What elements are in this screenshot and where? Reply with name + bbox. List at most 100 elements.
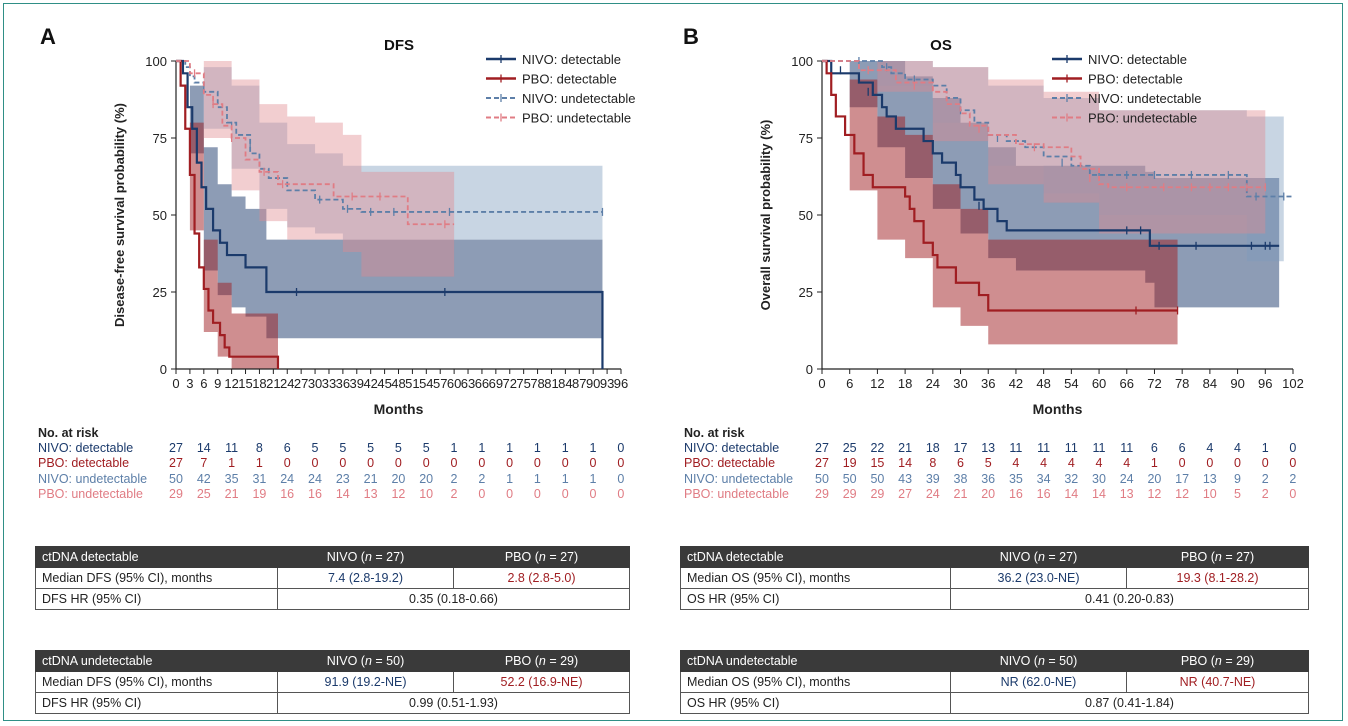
risk-count: 5 bbox=[367, 441, 375, 456]
risk-count: 1 bbox=[589, 471, 597, 486]
x-tick-label: 96 bbox=[614, 376, 628, 391]
legend-label-nivo-undetectable: NIVO: undetectable bbox=[1088, 91, 1201, 106]
dfs-detectable-table: ctDNA detectable NIVO (n = 27) PBO (n = … bbox=[35, 546, 630, 610]
risk-count: 2 bbox=[1289, 471, 1297, 486]
x-tick-label: 3 bbox=[186, 376, 193, 391]
risk-row-nivo-undetectable: NIVO: undetectable 50 42 35 31 24 24 23 21 20 20 2 2… bbox=[38, 472, 658, 487]
risk-count: 4 bbox=[1095, 456, 1103, 471]
risk-count: 9 bbox=[1234, 471, 1241, 486]
risk-count: 12 bbox=[391, 486, 406, 501]
risk-count: 11 bbox=[1037, 441, 1051, 456]
x-tick-label: 9 bbox=[214, 376, 221, 391]
legend-label-nivo-detectable: NIVO: detectable bbox=[1088, 52, 1187, 67]
risk-count: 36 bbox=[981, 471, 996, 486]
x-tick-label: 54 bbox=[419, 376, 433, 391]
row-label-median: Median DFS (95% CI), months bbox=[35, 671, 278, 693]
x-tick-label: 72 bbox=[1147, 376, 1161, 391]
risk-count: 20 bbox=[391, 471, 406, 486]
risk-count: 24 bbox=[1119, 471, 1134, 486]
row-label-median: Median OS (95% CI), months bbox=[680, 567, 951, 589]
risk-count: 2 bbox=[1261, 471, 1269, 486]
risk-count: 8 bbox=[255, 441, 263, 456]
risk-count: 24 bbox=[280, 471, 295, 486]
x-tick-label: 72 bbox=[503, 376, 517, 391]
x-tick-label: 48 bbox=[391, 376, 405, 391]
pbo-median: 52.2 (16.9-NE) bbox=[453, 671, 630, 693]
risk-count: 0 bbox=[283, 456, 291, 471]
x-tick-label: 78 bbox=[530, 376, 544, 391]
risk-count: 1 bbox=[478, 441, 486, 456]
risk-count: 0 bbox=[311, 456, 319, 471]
chart-title: OS bbox=[930, 37, 952, 54]
risk-count: 1 bbox=[533, 471, 541, 486]
row-label-hr: OS HR (95% CI) bbox=[680, 692, 951, 714]
risk-count: 0 bbox=[617, 441, 625, 456]
risk-count: 0 bbox=[617, 471, 625, 486]
risk-count: 50 bbox=[815, 471, 829, 486]
x-tick-label: 93 bbox=[600, 376, 614, 391]
risk-count: 43 bbox=[898, 471, 913, 486]
risk-row-pbo-detectable: PBO: detectable 27 7 1 1 0 0 0 0 0 0 0 0 0 0 0 0 0 bbox=[38, 456, 658, 471]
legend-label-pbo-undetectable: PBO: undetectable bbox=[522, 111, 631, 126]
risk-count: 0 bbox=[533, 486, 541, 501]
risk-count: 11 bbox=[1009, 441, 1023, 456]
risk-count: 14 bbox=[1092, 486, 1106, 501]
risk-row-label: NIVO: detectable bbox=[684, 441, 780, 456]
table-header-group: ctDNA undetectable bbox=[680, 650, 951, 672]
x-tick-label: 60 bbox=[447, 376, 461, 391]
x-tick-label: 45 bbox=[377, 376, 391, 391]
nivo-median: 7.4 (2.8-19.2) bbox=[277, 567, 454, 589]
km-line-pbo-detectable bbox=[176, 59, 280, 369]
ci-band-pbo-detectable bbox=[822, 61, 1178, 345]
x-tick-label: 36 bbox=[336, 376, 350, 391]
risk-count: 18 bbox=[925, 441, 940, 456]
risk-count: 14 bbox=[196, 441, 211, 456]
x-tick-label: 60 bbox=[1092, 376, 1106, 391]
table-header-pbo: PBO (n = 29) bbox=[1126, 650, 1309, 672]
y-tick-label: 100 bbox=[145, 54, 167, 69]
risk-count: 16 bbox=[308, 486, 322, 501]
nivo-median: 36.2 (23.0-NE) bbox=[950, 567, 1127, 589]
risk-count: 0 bbox=[339, 456, 347, 471]
risk-count: 20 bbox=[981, 486, 996, 501]
x-tick-label: 90 bbox=[1230, 376, 1244, 391]
table-header-pbo: PBO (n = 29) bbox=[453, 650, 630, 672]
ci-band-pbo-detectable bbox=[176, 61, 278, 369]
chart-title: DFS bbox=[384, 37, 414, 54]
table-header-nivo: NIVO (n = 27) bbox=[950, 546, 1127, 568]
risk-count: 0 bbox=[1289, 486, 1297, 501]
risk-count: 0 bbox=[589, 456, 597, 471]
risk-count: 15 bbox=[870, 456, 885, 471]
risk-count: 14 bbox=[1064, 486, 1079, 501]
table-header-group: ctDNA detectable bbox=[35, 546, 278, 568]
x-tick-label: 42 bbox=[1009, 376, 1023, 391]
risk-count: 12 bbox=[1147, 486, 1162, 501]
legend-label-pbo-detectable: PBO: detectable bbox=[1088, 72, 1183, 87]
risk-count: 27 bbox=[815, 456, 829, 471]
risk-count: 2 bbox=[1261, 486, 1269, 501]
risk-row-label: NIVO: detectable bbox=[38, 441, 134, 456]
risk-count: 0 bbox=[1261, 456, 1269, 471]
risk-count: 21 bbox=[363, 471, 378, 486]
risk-count: 38 bbox=[953, 471, 968, 486]
risk-count: 0 bbox=[478, 486, 486, 501]
risk-count: 25 bbox=[842, 441, 857, 456]
risk-count: 25 bbox=[196, 486, 211, 501]
ci-band-pbo-undetectable bbox=[176, 61, 455, 277]
x-tick-label: 63 bbox=[461, 376, 475, 391]
risk-count: 13 bbox=[1119, 486, 1134, 501]
risk-count: 6 bbox=[957, 456, 964, 471]
risk-count: 29 bbox=[870, 486, 885, 501]
risk-count: 0 bbox=[1234, 456, 1241, 471]
risk-count: 1 bbox=[506, 471, 514, 486]
panel-label-a: A bbox=[40, 24, 56, 49]
risk-count: 21 bbox=[224, 486, 239, 501]
risk-row-label: PBO: undetectable bbox=[38, 486, 143, 501]
risk-count: 0 bbox=[394, 456, 402, 471]
risk-count: 4 bbox=[1234, 441, 1241, 456]
row-label-hr: OS HR (95% CI) bbox=[680, 588, 951, 610]
risk-count: 4 bbox=[1123, 456, 1131, 471]
table-header-group: ctDNA detectable bbox=[680, 546, 951, 568]
risk-count: 0 bbox=[1206, 456, 1214, 471]
risk-count: 13 bbox=[363, 486, 378, 501]
